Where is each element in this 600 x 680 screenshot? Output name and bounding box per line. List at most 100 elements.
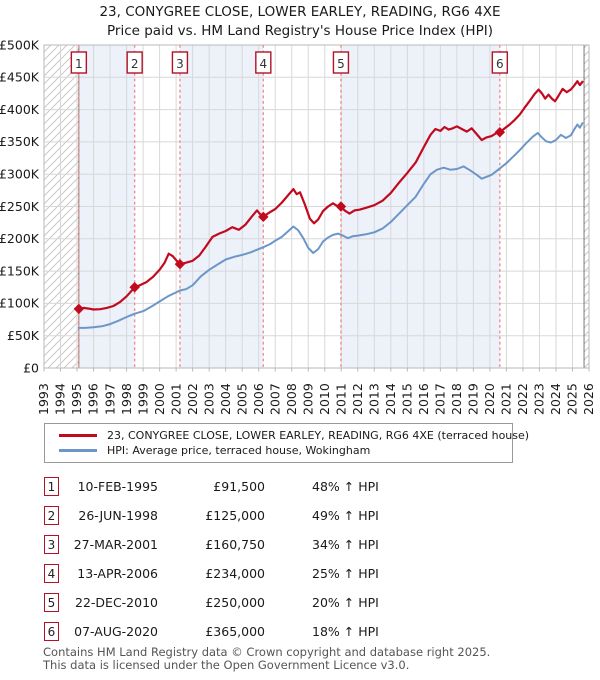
x-axis-label: 2003 — [201, 383, 216, 415]
sale-date: 07-AUG-2020 — [74, 624, 158, 639]
sale-number-box-2 — [126, 51, 143, 74]
x-axis-label: 2004 — [218, 383, 233, 415]
y-axis-label: £300K — [0, 167, 40, 182]
x-axis-label: 2005 — [234, 383, 249, 415]
sale-number-badge: 5 — [44, 593, 59, 612]
sale-price: £234,000 — [205, 566, 265, 581]
y-axis-label: £150K — [0, 263, 40, 278]
sale-number-box-label: 5 — [337, 57, 345, 71]
x-axis-label: 2017 — [433, 383, 448, 415]
legend-box: 23, CONYGREE CLOSE, LOWER EARLEY, READIN… — [44, 423, 529, 463]
x-axis-label: 1998 — [119, 383, 134, 415]
chart-title-line1: 23, CONYGREE CLOSE, LOWER EARLEY, READIN… — [99, 4, 501, 20]
x-axis-label: 2019 — [466, 383, 481, 415]
sale-number-box-3 — [171, 51, 189, 74]
price-history-chart: 1 2 3 4 5 6 £0 £50K £100K £150K £200K £250K £300K £35… — [0, 37, 596, 415]
chart-title-line2: Price paid vs. HM Land Registry's House … — [107, 23, 493, 39]
sale-number-badge: 1 — [44, 477, 59, 496]
footer-line2: This data is licensed under the Open Gov… — [43, 658, 410, 673]
price-paid-legend-label: 23, CONYGREE CLOSE, LOWER EARLEY, READIN… — [107, 429, 530, 442]
y-axis-label: £100K — [0, 296, 40, 311]
sale-hpi-delta: 48% ↑ HPI — [312, 479, 379, 494]
x-axis-label: 1994 — [53, 383, 68, 415]
sale-date: 26-JUN-1998 — [78, 508, 158, 523]
table-row: 3 27-MAR-2001 £160,750 34% ↑ HPI — [44, 530, 584, 559]
x-axis-label: 2002 — [185, 383, 200, 415]
x-axis-label: 2008 — [284, 383, 299, 415]
sale-marker-2 — [129, 282, 140, 293]
legend-entry-price-paid: 23, CONYGREE CLOSE, LOWER EARLEY, READIN… — [53, 428, 529, 443]
sale-number-badge: 3 — [44, 535, 59, 554]
y-axis-label: £450K — [0, 70, 40, 85]
y-axis-label: £350K — [0, 134, 40, 149]
plot-border — [43, 44, 590, 369]
sale-number-badge: 2 — [44, 506, 59, 525]
sale-hpi-delta: 20% ↑ HPI — [312, 595, 379, 610]
sale-number-box-4 — [255, 51, 272, 74]
sale-marker-3 — [174, 258, 186, 270]
x-axis-label: 1996 — [86, 383, 101, 415]
sale-price: £250,000 — [205, 595, 265, 610]
x-axis-label: 2006 — [251, 383, 266, 415]
sale-number-box-label: 6 — [496, 57, 504, 71]
sale-hpi-delta: 18% ↑ HPI — [312, 624, 379, 639]
x-axis-label: 2010 — [317, 383, 332, 415]
sale-number-box-6 — [491, 51, 509, 74]
sale-number-badge: 4 — [44, 564, 59, 583]
x-axis-label: 2018 — [449, 383, 464, 415]
x-axis-label: 2014 — [383, 383, 398, 415]
x-axis-label: 1997 — [102, 383, 117, 415]
sale-marker-1 — [73, 303, 85, 315]
y-axis-label: £0 — [23, 360, 39, 375]
x-axis-label: 2011 — [333, 383, 348, 415]
price-paid-line-swatch — [59, 434, 97, 437]
table-row: 2 26-JUN-1998 £125,000 49% ↑ HPI — [44, 501, 584, 530]
x-axis-label: 2024 — [548, 383, 563, 415]
sale-date: 22-DEC-2010 — [75, 595, 158, 610]
y-axis-label: £400K — [0, 102, 40, 117]
sale-number-box-1 — [70, 51, 88, 74]
table-row: 6 07-AUG-2020 £365,000 18% ↑ HPI — [44, 617, 584, 646]
x-axis-label: 2013 — [367, 383, 382, 415]
legend-entry-hpi: HPI: Average price, terraced house, Woki… — [53, 443, 504, 458]
x-axis-label: 2000 — [152, 383, 167, 415]
y-axis-label: £250K — [0, 199, 40, 214]
x-axis-label: 2023 — [532, 383, 547, 415]
hpi-legend-label: HPI: Average price, terraced house, Woki… — [107, 444, 371, 457]
sales-table: 1 10-FEB-1995 £91,500 48% ↑ HPI 2 26-JUN… — [44, 472, 584, 646]
x-axis-label: 1995 — [69, 383, 84, 415]
sale-number-box-label: 1 — [75, 57, 83, 71]
sale-price: £160,750 — [205, 537, 265, 552]
x-axis-label: 2015 — [400, 383, 415, 415]
sale-marker-5 — [335, 201, 347, 212]
sale-number-box-label: 2 — [131, 57, 139, 71]
y-axis-label: £200K — [0, 231, 40, 246]
table-row: 5 22-DEC-2010 £250,000 20% ↑ HPI — [44, 588, 584, 617]
x-axis-label: 1993 — [36, 383, 51, 415]
y-axis-label: £50K — [7, 328, 40, 343]
x-axis-label: 1999 — [135, 383, 150, 415]
sale-date: 10-FEB-1995 — [77, 479, 158, 494]
sale-number-box-label: 4 — [260, 57, 268, 71]
sale-hpi-delta: 34% ↑ HPI — [312, 537, 379, 552]
x-axis-label: 2026 — [581, 383, 596, 415]
hpi-line-swatch — [59, 449, 97, 452]
sale-number-badge: 6 — [44, 622, 59, 641]
sale-date: 27-MAR-2001 — [73, 537, 158, 552]
table-row: 4 13-APR-2006 £234,000 25% ↑ HPI — [44, 559, 584, 588]
sale-marker-4 — [258, 211, 269, 223]
footer-line1: Contains HM Land Registry data © Crown c… — [43, 645, 491, 659]
license-footer: Contains HM Land Registry data © Crown c… — [43, 645, 491, 673]
sale-hpi-delta: 25% ↑ HPI — [312, 566, 379, 581]
x-axis-label: 2022 — [515, 383, 530, 415]
sale-hpi-delta: 49% ↑ HPI — [312, 508, 379, 523]
x-axis-label: 2001 — [168, 383, 183, 415]
x-axis-label: 2020 — [482, 383, 497, 415]
x-axis-label: 2025 — [565, 383, 580, 415]
sale-number-box-5 — [332, 51, 350, 74]
sale-price: £91,500 — [213, 479, 265, 494]
x-axis-label: 2009 — [300, 383, 315, 415]
x-axis-label: 2021 — [499, 383, 514, 415]
y-axis-label: £500K — [0, 37, 40, 52]
